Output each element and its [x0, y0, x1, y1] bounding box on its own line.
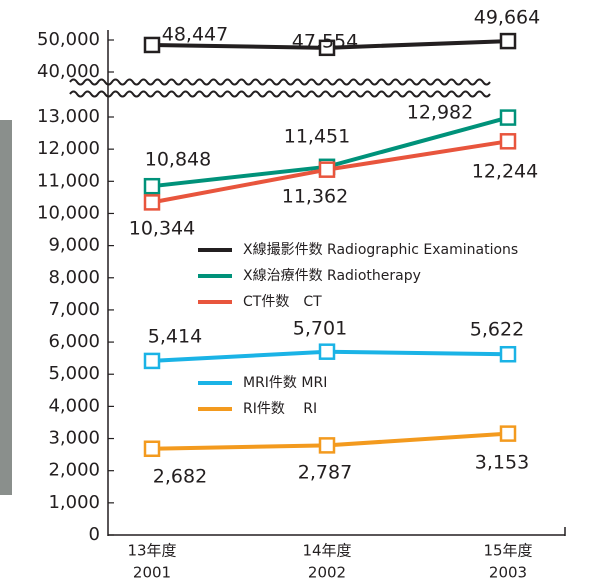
x-tick-label: 14年度: [302, 542, 351, 560]
y-tick-label: 50,000: [37, 29, 100, 50]
value-label: 5,414: [148, 326, 202, 348]
legend-label: X線治療件数 Radiotherapy: [243, 267, 421, 284]
point-marker: [143, 440, 161, 458]
y-tick-label: 9,000: [48, 235, 100, 256]
point-marker: [499, 133, 517, 150]
legend-label: CT件数 CT: [243, 294, 322, 310]
point-marker: [318, 437, 336, 454]
axis-break: [69, 90, 491, 98]
photo-edge: [0, 120, 12, 495]
y-tick-label: 4,000: [48, 395, 100, 416]
y-tick-label: 40,000: [37, 61, 100, 82]
point-marker: [318, 343, 336, 360]
value-label: 12,982: [407, 102, 473, 124]
point-marker: [318, 161, 336, 178]
y-tick-label: 10,000: [37, 202, 100, 223]
value-label: 48,447: [162, 24, 228, 46]
y-tick-label: 3,000: [48, 428, 100, 449]
y-tick-label: 11,000: [37, 170, 100, 191]
point-marker: [143, 36, 161, 54]
point-marker: [499, 32, 517, 50]
y-tick-label: 1,000: [48, 492, 100, 513]
value-label: 47,554: [292, 31, 358, 53]
point-marker: [143, 177, 161, 195]
value-label: 2,787: [298, 462, 352, 484]
value-label: 10,344: [129, 218, 195, 240]
x-tick-label: 13年度: [127, 542, 176, 560]
y-tick-label: 7,000: [48, 299, 100, 320]
x-tick-label: 2002: [308, 564, 346, 582]
point-marker: [143, 194, 161, 211]
x-tick-label: 15年度: [483, 542, 532, 560]
value-label: 49,664: [474, 7, 540, 29]
value-label: 11,451: [284, 126, 350, 148]
axis-break: [69, 78, 491, 86]
legend-label: RI件数 RI: [243, 401, 317, 417]
value-label: 11,362: [282, 186, 348, 208]
value-label: 12,244: [472, 161, 538, 183]
y-tick-label: 12,000: [37, 138, 100, 159]
y-tick-label: 5,000: [48, 363, 100, 384]
y-tick-label: 2,000: [48, 460, 100, 481]
y-tick-label: 6,000: [48, 331, 100, 352]
x-tick-label: 2003: [489, 564, 527, 582]
value-label: 3,153: [475, 452, 529, 474]
value-label: 5,701: [293, 318, 347, 340]
legend-label: X線撮影件数 Radiographic Examinations: [243, 241, 518, 258]
value-label: 10,848: [145, 149, 211, 171]
value-label: 5,622: [470, 319, 524, 341]
x-tick-label: 2001: [133, 564, 171, 582]
y-tick-label: 8,000: [48, 267, 100, 288]
point-marker: [499, 425, 517, 442]
point-marker: [499, 109, 517, 126]
y-tick-label: 0: [89, 524, 100, 545]
legend-label: MRI件数 MRI: [243, 375, 327, 391]
value-label: 2,682: [153, 466, 207, 488]
point-marker: [318, 39, 336, 57]
point-marker: [143, 352, 161, 370]
point-marker: [499, 345, 517, 363]
y-tick-label: 13,000: [37, 106, 100, 127]
